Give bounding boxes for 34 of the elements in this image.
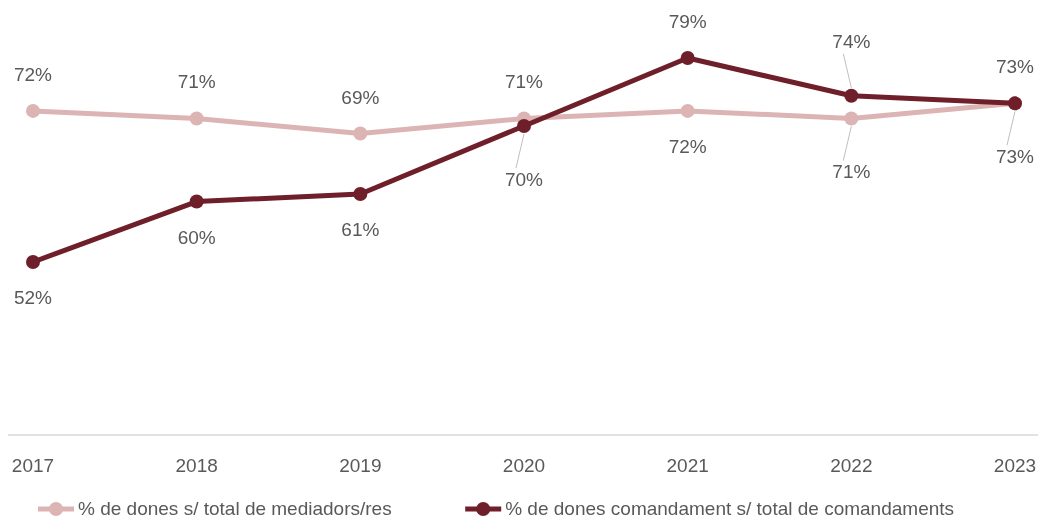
data-label: 74% xyxy=(832,30,871,52)
data-label: 52% xyxy=(13,287,53,308)
data-label: 69% xyxy=(341,86,380,108)
point xyxy=(353,187,368,201)
point xyxy=(680,103,695,118)
legend-label: % de dones comandament s/ total de comandaments xyxy=(505,498,955,519)
legend-label: % de dones s/ total de mediadors/res xyxy=(78,498,392,519)
point xyxy=(517,119,531,133)
data-label: 60% xyxy=(177,226,216,248)
point xyxy=(680,51,695,65)
x-tick-label: 2017 xyxy=(11,455,55,476)
x-tick-label: 2019 xyxy=(339,455,382,476)
data-label: 72% xyxy=(13,63,53,85)
data-label: 72% xyxy=(668,135,707,157)
data-label: 79% xyxy=(668,11,707,32)
point xyxy=(844,88,859,103)
point xyxy=(26,103,40,118)
x-tick-label: 2021 xyxy=(666,455,709,476)
data-label: 71% xyxy=(177,71,216,93)
x-tick-label: 2020 xyxy=(502,455,546,476)
x-tick-label: 2023 xyxy=(993,455,1037,476)
data-label: 71% xyxy=(504,71,544,93)
point xyxy=(844,111,859,126)
point xyxy=(26,255,40,269)
point xyxy=(353,126,368,141)
data-label: 73% xyxy=(995,146,1035,168)
point xyxy=(189,111,204,126)
x-tick-label: 2018 xyxy=(175,455,218,476)
data-label: 73% xyxy=(995,56,1035,78)
point xyxy=(189,194,204,209)
x-tick-label: 2022 xyxy=(830,455,873,476)
data-label: 71% xyxy=(832,161,871,183)
data-label: 61% xyxy=(341,219,380,240)
data-label: 70% xyxy=(504,169,544,190)
